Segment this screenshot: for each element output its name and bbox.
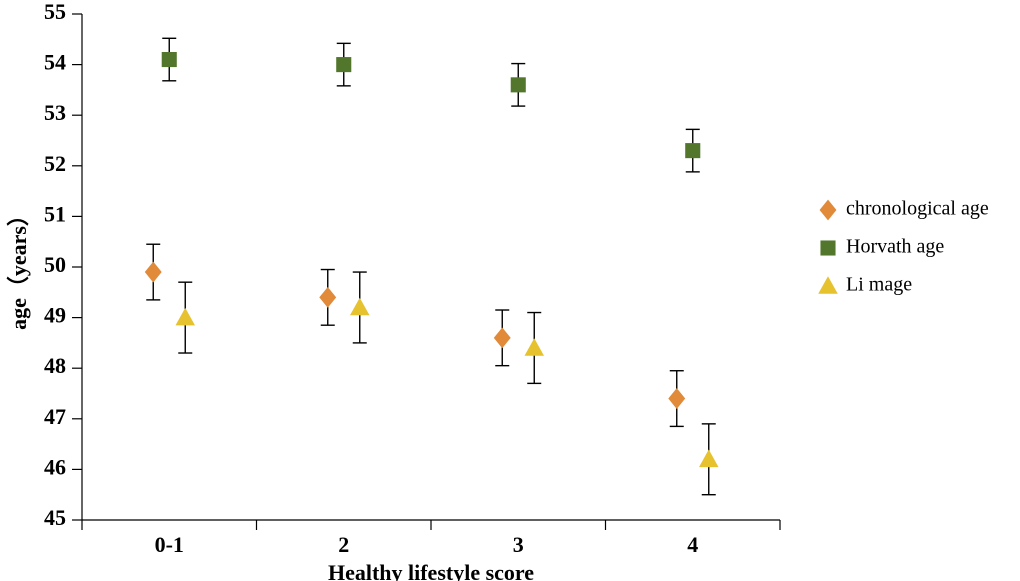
data-point [685, 143, 700, 158]
y-tick-label: 46 [44, 454, 66, 479]
data-point [162, 52, 177, 67]
data-point [336, 57, 351, 72]
age-vs-lifestyle-chart: 45 46 47 48 49 50 51 52 53 54 55 0-1 2 3 4 age（years） He… [0, 0, 1020, 581]
x-tick-label: 2 [338, 532, 349, 557]
y-axis-label: age（years） [6, 204, 31, 330]
y-tick-label: 55 [44, 0, 66, 24]
legend-label: chronological age [846, 198, 989, 220]
y-tick-label: 52 [44, 151, 66, 176]
y-tick-label: 45 [44, 505, 66, 530]
x-tick-label: 0-1 [155, 532, 184, 557]
legend-marker [820, 240, 835, 255]
x-tick-label: 4 [687, 532, 698, 557]
y-tick-label: 53 [44, 100, 66, 125]
y-tick-label: 47 [44, 404, 66, 429]
y-tick-label: 54 [44, 50, 66, 75]
y-tick-label: 49 [44, 303, 66, 328]
x-tick-label: 3 [513, 532, 524, 557]
legend-label: Li mage [846, 274, 912, 296]
y-tick-label: 51 [44, 201, 66, 226]
y-tick-label: 48 [44, 353, 66, 378]
x-axis-label: Healthy lifestyle score [328, 560, 534, 581]
y-tick-label: 50 [44, 252, 66, 277]
legend-label: Horvath age [846, 236, 944, 258]
data-point [511, 77, 526, 92]
